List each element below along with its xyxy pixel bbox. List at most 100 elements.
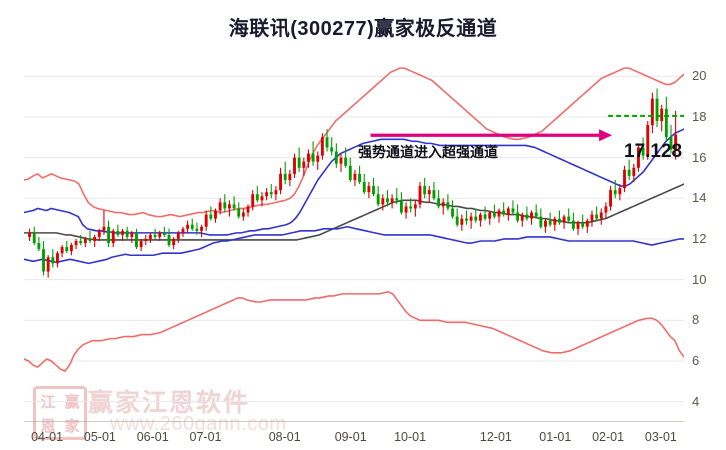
candle-body: [413, 204, 417, 209]
candle-body: [599, 212, 603, 219]
candle-body: [539, 216, 543, 227]
x-axis-tick-label: 06-01: [136, 430, 169, 444]
candle-body: [42, 249, 45, 272]
candle-body: [558, 218, 561, 223]
x-axis-tick-label: 12-01: [479, 430, 512, 444]
candle-body: [562, 216, 566, 223]
candle-body: [409, 206, 413, 209]
candle-body: [381, 198, 385, 205]
candle-body: [46, 257, 50, 272]
candle-body: [274, 190, 278, 195]
candle-body: [655, 98, 659, 122]
candle-body: [83, 238, 87, 244]
candle-body: [669, 137, 673, 150]
candle-body: [650, 98, 654, 126]
candle-body: [525, 214, 529, 219]
candle-body: [553, 218, 557, 225]
candle-body: [139, 241, 143, 248]
candle-body: [460, 218, 464, 225]
candle-body: [353, 173, 357, 180]
candle-body: [195, 228, 199, 231]
candle-body: [544, 220, 547, 227]
candle-body: [511, 208, 515, 213]
candle-body: [585, 220, 589, 227]
candle-body: [288, 173, 292, 180]
candle-body: [451, 208, 454, 217]
candle-body: [158, 232, 162, 237]
x-axis-tick-label: 09-01: [334, 430, 367, 444]
candle-body: [469, 216, 473, 221]
price-callout-label: 17.128: [624, 141, 683, 162]
candle-body: [97, 230, 101, 237]
candle-body: [51, 257, 55, 264]
candle-body: [228, 204, 231, 209]
candle-body: [372, 186, 375, 195]
y-axis-tick-label: 16: [692, 149, 707, 165]
candle-body: [660, 108, 664, 122]
candle-body: [423, 186, 427, 195]
candle-body: [646, 125, 650, 156]
candle-body: [441, 202, 445, 207]
candle-body: [399, 200, 403, 213]
candle-body: [167, 234, 171, 246]
candle-body: [218, 202, 222, 211]
y-axis-tick-label: 18: [692, 108, 707, 124]
candle-body: [497, 210, 501, 217]
candlestick-series: [28, 88, 678, 278]
candle-body: [28, 232, 32, 237]
candle-body: [241, 212, 245, 217]
candle-body: [125, 230, 129, 237]
y-axis-tick-label: 8: [692, 312, 700, 328]
candle-body: [478, 214, 482, 221]
candle-body: [311, 153, 315, 162]
annotation-arrow: [370, 129, 613, 142]
candle-body: [107, 226, 111, 244]
candle-body: [386, 198, 389, 203]
candle-body: [260, 196, 264, 201]
candle-body: [483, 214, 487, 219]
candle-body: [581, 222, 585, 227]
candle-body: [432, 190, 436, 199]
candle-body: [474, 216, 478, 221]
candle-body: [437, 198, 441, 207]
x-axis-tick-label: 03-01: [644, 430, 677, 444]
candle-body: [79, 241, 83, 244]
candle-body: [302, 161, 306, 168]
candle-body: [395, 198, 399, 201]
candle-body: [297, 157, 301, 168]
candle-body: [144, 238, 148, 241]
candle-body: [339, 157, 343, 164]
candle-body: [571, 220, 575, 229]
candle-body: [269, 192, 273, 195]
candle-body: [204, 214, 208, 227]
y-axis-tick-label: 20: [692, 68, 707, 84]
candle-body: [32, 232, 36, 244]
candle-body: [488, 212, 492, 219]
candle-body: [307, 153, 310, 162]
candle-body: [283, 173, 287, 180]
candle-body: [279, 173, 282, 191]
candle-body: [567, 216, 571, 221]
candle-body: [404, 206, 408, 213]
candle-body: [69, 245, 73, 252]
candle-body: [232, 204, 236, 209]
candle-body: [446, 202, 450, 209]
candle-body: [418, 186, 422, 205]
x-axis-tick-label: 05-01: [83, 430, 116, 444]
candle-body: [348, 165, 352, 180]
candle-body: [190, 224, 194, 229]
x-axis-tick-label: 02-01: [592, 430, 625, 444]
candle-body: [251, 194, 255, 207]
channel-bands: [24, 67, 684, 372]
candle-body: [172, 238, 176, 246]
candle-body: [162, 232, 166, 235]
candle-body: [637, 147, 640, 168]
candle-body: [60, 247, 64, 254]
candle-body: [121, 230, 124, 235]
candle-body: [111, 230, 115, 244]
x-axis-tick-label: 10-01: [394, 430, 427, 444]
candle-body: [576, 222, 580, 229]
candle-body: [618, 188, 622, 195]
x-axis-tick-label: 07-01: [189, 430, 222, 444]
